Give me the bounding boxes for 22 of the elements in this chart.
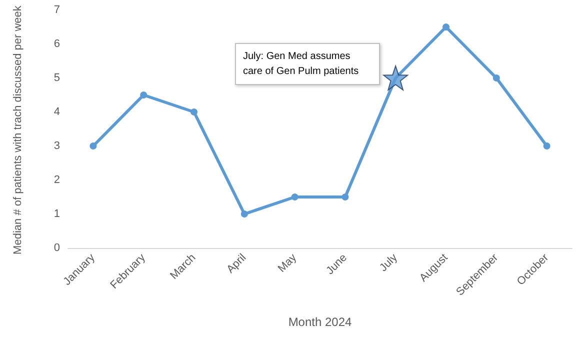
point: [442, 24, 450, 30]
y-tick-label: 1: [54, 208, 60, 220]
point: [240, 210, 248, 218]
y-tick-label: 0: [54, 242, 60, 254]
point: [342, 194, 349, 200]
annotation: July: Gen Med assumes care of Gen Pulm patients: [235, 43, 380, 85]
y-tick-label: 4: [54, 106, 60, 118]
x-tick-label: July: [378, 251, 400, 274]
y-tick-label: 2: [54, 174, 60, 186]
point: [140, 92, 148, 98]
point: [90, 142, 97, 150]
x-axis-title: Month 2024: [288, 315, 352, 329]
y-tick-label: 6: [54, 38, 60, 50]
y-axis-title: Median # of patients with trach discussed per week: [11, 4, 25, 256]
point: [543, 142, 550, 150]
y-tick-label: 7: [54, 4, 60, 16]
x-tick-label: May: [276, 251, 300, 275]
point: [492, 74, 500, 82]
point: [291, 194, 298, 200]
y-tick-label: 5: [54, 72, 60, 84]
point: [190, 108, 198, 116]
y-tick-label: 3: [54, 140, 60, 152]
